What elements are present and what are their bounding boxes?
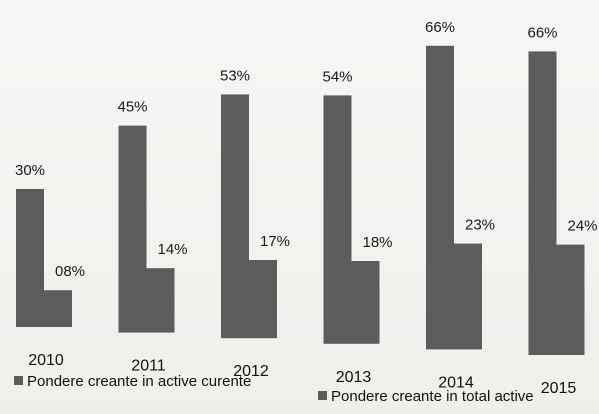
x-tick-label-2012: 2012 xyxy=(233,363,269,380)
x-tick-label-2010: 2010 xyxy=(28,352,64,369)
legend-item-total-active-label: Pondere creante in total active xyxy=(331,388,534,405)
data-label-2014-total-active: 23% xyxy=(465,217,495,234)
bar-2014-active-curente xyxy=(426,45,454,350)
data-label-2015-total-active: 24% xyxy=(567,218,597,235)
legend-item-active-curente-swatch xyxy=(14,376,23,385)
x-tick-label-2015: 2015 xyxy=(541,380,577,397)
bar-2012-active-curente xyxy=(221,94,249,339)
data-label-2013-total-active: 18% xyxy=(362,234,392,251)
bar-2011-total-active xyxy=(146,268,175,333)
legend: Pondere creante in active curente Pondere… xyxy=(14,373,534,405)
x-tick-label-2011: 2011 xyxy=(131,358,166,375)
bar-2014-total-active xyxy=(454,243,482,350)
bar-2015-total-active xyxy=(556,244,585,355)
data-label-2012-active-curente: 53% xyxy=(220,67,250,84)
bars-layer xyxy=(16,45,585,356)
bar-2015-active-curente xyxy=(528,51,557,356)
bar-2011-active-curente xyxy=(118,125,147,333)
data-label-2010-active-curente: 30% xyxy=(15,162,45,179)
bar-2010-total-active xyxy=(44,290,72,327)
x-tick-labels-layer: 2010 2011 2012 2013 2014 2015 xyxy=(28,352,576,397)
data-labels-layer: 30% 08% 45% 14% 53% 17% 54% 18% 66% 23% 66% 24% xyxy=(15,19,598,280)
bar-2013-total-active xyxy=(351,261,380,344)
data-label-2011-active-curente: 45% xyxy=(117,99,147,116)
legend-item-total-active-swatch xyxy=(318,391,327,400)
x-tick-label-2013: 2013 xyxy=(336,369,372,386)
data-label-2014-active-curente: 66% xyxy=(425,19,455,36)
legend-item-active-curente-label: Pondere creante in active curente xyxy=(27,373,251,390)
data-label-2011-total-active: 14% xyxy=(157,241,187,258)
data-label-2012-total-active: 17% xyxy=(260,233,290,250)
data-label-2013-active-curente: 54% xyxy=(322,68,352,85)
bar-2012-total-active xyxy=(249,260,277,339)
x-tick-label-2014: 2014 xyxy=(438,374,474,391)
bar-2013-active-curente xyxy=(323,95,352,344)
bar-2010-active-curente xyxy=(16,189,44,327)
data-label-2010-total-active: 08% xyxy=(55,263,85,280)
data-label-2015-active-curente: 66% xyxy=(527,24,557,41)
